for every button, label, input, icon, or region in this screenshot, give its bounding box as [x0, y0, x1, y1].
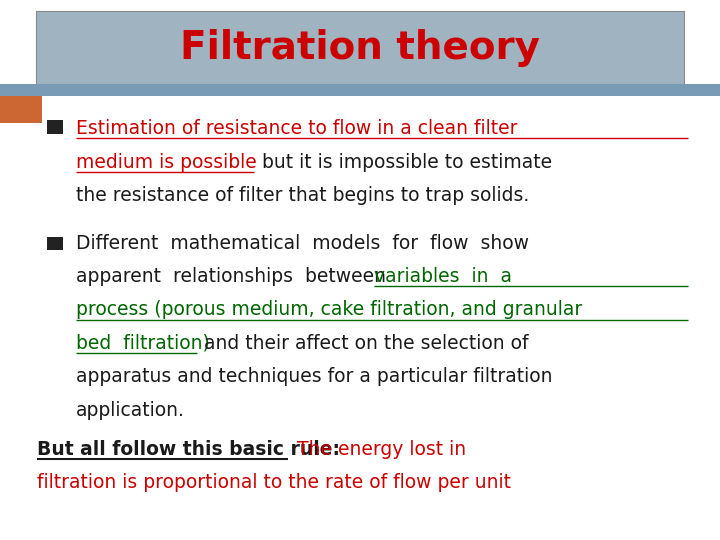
Text: apparent  relationships  between: apparent relationships between — [76, 267, 397, 286]
Bar — [0, 84, 720, 96]
Text: bed  filtration): bed filtration) — [76, 334, 210, 353]
Text: process (porous medium, cake filtration, and granular: process (porous medium, cake filtration,… — [76, 300, 582, 320]
Text: Estimation of resistance to flow in a clean filter: Estimation of resistance to flow in a cl… — [76, 119, 517, 138]
Text: and their affect on the selection of: and their affect on the selection of — [198, 334, 528, 353]
Text: The energy lost in: The energy lost in — [291, 440, 466, 459]
Bar — [0, 96, 42, 123]
Text: Different  mathematical  models  for  flow  show: Different mathematical models for flow s… — [76, 233, 528, 253]
Text: Filtration theory: Filtration theory — [180, 29, 540, 66]
FancyBboxPatch shape — [36, 11, 684, 84]
Bar — [47, 237, 63, 250]
Text: apparatus and techniques for a particular filtration: apparatus and techniques for a particula… — [76, 367, 552, 387]
Text: application.: application. — [76, 401, 184, 420]
Text: variables  in  a: variables in a — [374, 267, 513, 286]
Text: But all follow this basic rule:: But all follow this basic rule: — [37, 440, 341, 459]
Bar — [47, 120, 63, 134]
Text: medium is possible: medium is possible — [76, 152, 256, 172]
Text: filtration is proportional to the rate of flow per unit: filtration is proportional to the rate o… — [37, 473, 511, 492]
Text: the resistance of filter that begins to trap solids.: the resistance of filter that begins to … — [76, 186, 529, 205]
Text: but it is impossible to estimate: but it is impossible to estimate — [256, 152, 552, 172]
